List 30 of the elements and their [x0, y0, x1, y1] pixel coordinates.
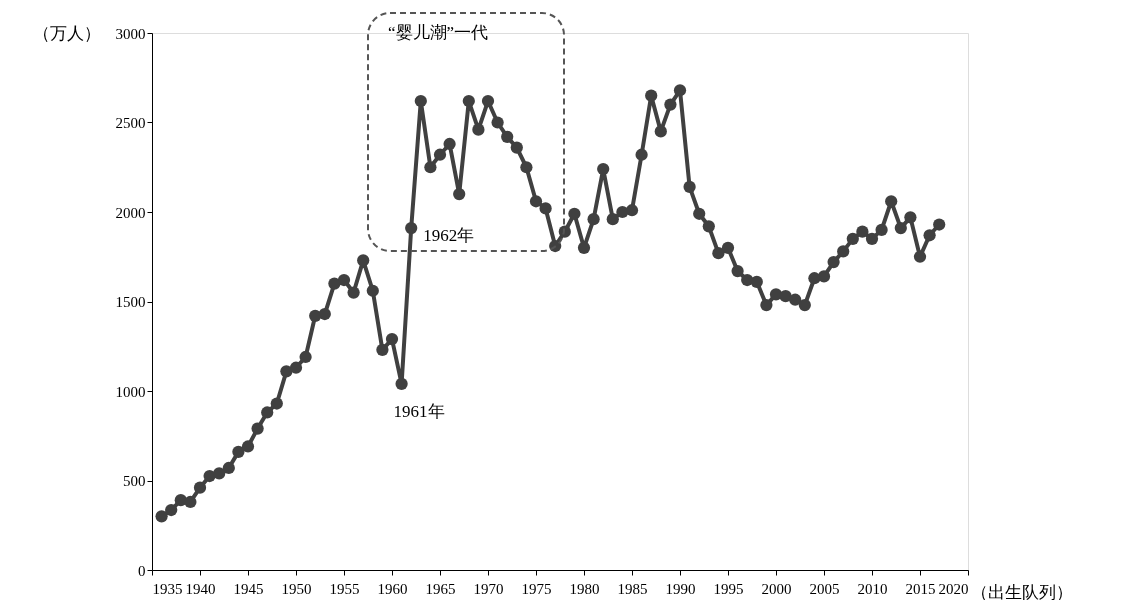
- y-tick-label: 2500: [115, 115, 146, 131]
- x-tick-label: 1995: [713, 580, 744, 597]
- x-tick-label: 2010: [857, 580, 888, 597]
- annotation: “婴儿潮”一代: [388, 23, 489, 42]
- annotation: 1962年: [423, 226, 475, 246]
- x-tick-label: 1955: [329, 580, 360, 597]
- y-tick-label: 2000: [115, 204, 146, 221]
- x-tick-label: 1960: [377, 580, 408, 597]
- x-tick-label: 2000: [761, 580, 792, 597]
- x-tick-label: 1950: [281, 580, 312, 597]
- annotation: 1961年: [393, 401, 445, 421]
- x-tick-label: 1935: [152, 580, 183, 597]
- x-tick-label: 1985: [617, 580, 648, 597]
- x-axis-title: （出生队列）: [970, 582, 1073, 600]
- x-tick-label: 2015: [905, 580, 936, 597]
- x-tick-label: 1945: [233, 580, 264, 597]
- x-tick-label: 1990: [665, 580, 696, 597]
- y-tick-label: 1000: [115, 383, 146, 400]
- x-tick-label: 1975: [521, 580, 552, 597]
- x-tick-label: 1980: [569, 580, 600, 597]
- x-tick-label: 2005: [809, 580, 840, 597]
- y-axis-title: （万人）: [32, 23, 101, 43]
- x-tick-label: 2020: [938, 580, 969, 597]
- x-tick-label: 1965: [425, 580, 456, 597]
- y-tick-label: 1500: [115, 294, 146, 310]
- y-tick-label: 0: [138, 562, 146, 579]
- x-tick-label: 1940: [185, 580, 216, 597]
- y-tick-label: 3000: [115, 25, 146, 42]
- x-tick-label: 1970: [473, 580, 504, 597]
- y-tick-label: 500: [123, 473, 146, 489]
